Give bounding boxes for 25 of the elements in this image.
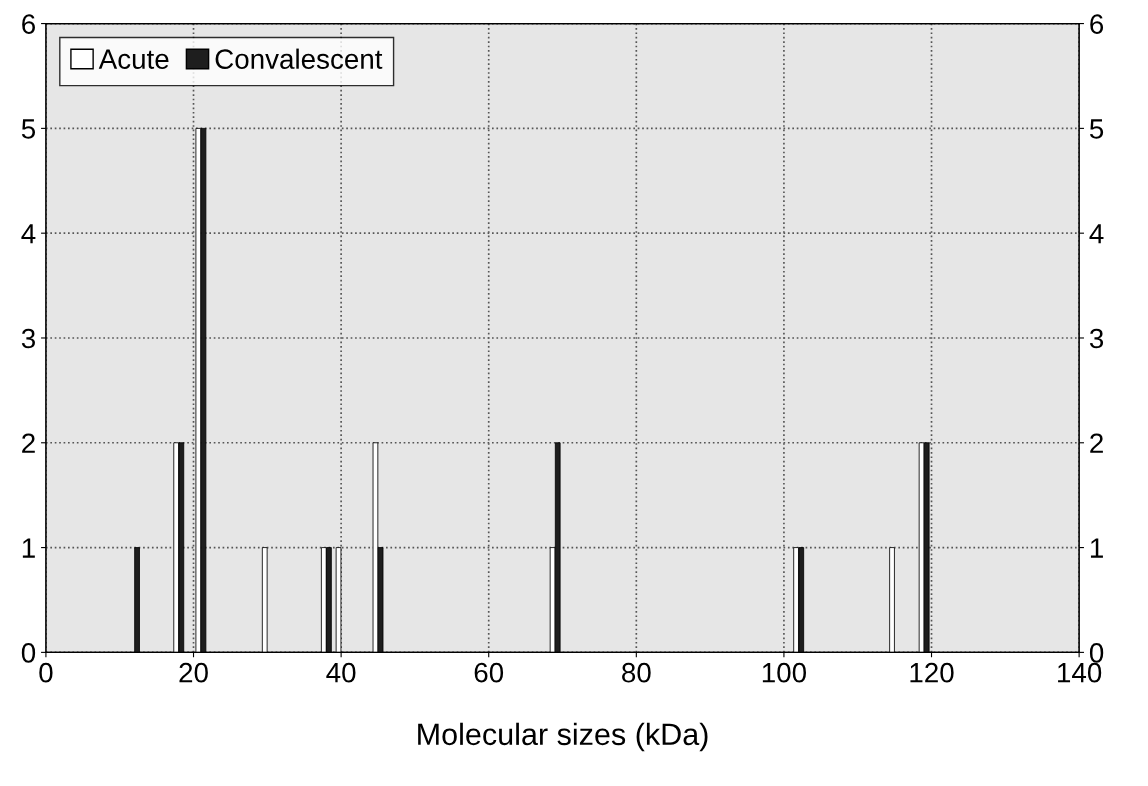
y-tick-label: 5 <box>21 119 36 139</box>
y2-tick-label: 4 <box>1089 224 1104 244</box>
y-tick-label: 0 <box>21 643 36 663</box>
y-tick-label: 2 <box>22 433 35 453</box>
legend-label: Convalescent <box>215 48 383 69</box>
x-tick-label: 80 <box>622 662 651 683</box>
y2-tick-label: 1 <box>1090 538 1103 558</box>
y2-tick-label: 6 <box>1090 14 1104 34</box>
x-axis-title: Molecular sizes (kDa) <box>418 722 708 752</box>
x-tick-label: 40 <box>326 662 356 683</box>
y2-tick-label: 0 <box>1089 643 1104 663</box>
y2-tick-label: 2 <box>1090 433 1103 453</box>
legend-label: Acute <box>98 49 169 69</box>
x-tick-label: 20 <box>179 662 208 683</box>
x-tick-label: 100 <box>762 662 807 683</box>
y-tick-label: 6 <box>22 14 35 34</box>
y2-tick-label: 5 <box>1089 119 1104 139</box>
y-tick-label: 1 <box>22 538 35 558</box>
x-tick-label: 0 <box>39 662 53 683</box>
y2-tick-label: 3 <box>1089 328 1104 349</box>
y-tick-label: 3 <box>21 328 35 349</box>
x-tick-label: 140 <box>1058 662 1102 683</box>
y-tick-label: 4 <box>21 224 36 244</box>
x-tick-label: 60 <box>474 662 504 683</box>
x-tick-label: 120 <box>910 662 954 683</box>
